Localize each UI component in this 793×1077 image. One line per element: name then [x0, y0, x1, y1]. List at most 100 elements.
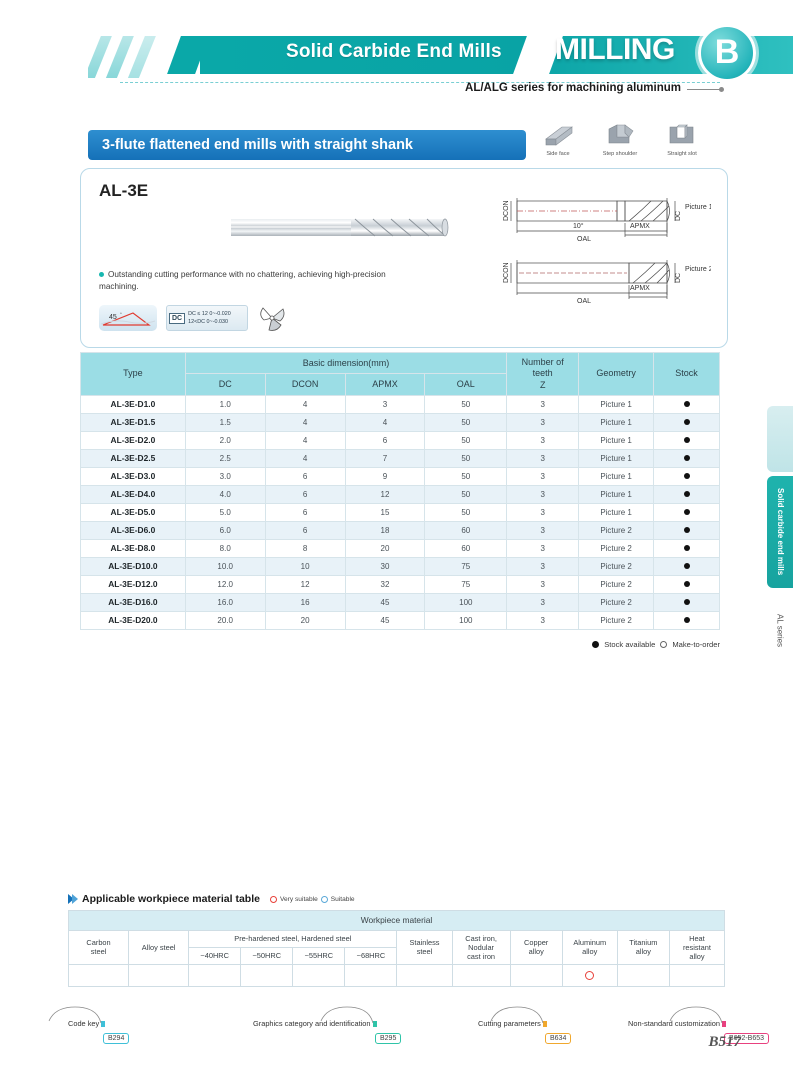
- svg-text:DCON: DCON: [503, 262, 510, 283]
- cell-dcon: 16: [264, 592, 346, 612]
- material-rating-cell: [240, 964, 294, 988]
- cell-type: AL-3E-D4.0: [80, 484, 186, 504]
- material-rating-cell: [188, 964, 242, 988]
- cell-stock: [653, 556, 720, 576]
- stock-available-dot-icon: [683, 544, 690, 551]
- product-feature-text: Outstanding cutting performance with no …: [99, 270, 386, 291]
- spec-table-head: Type Basic dimension(mm) Number of teeth…: [80, 351, 720, 396]
- side-face-label: Side face: [546, 151, 570, 157]
- cell-geometry: Picture 2: [578, 520, 655, 540]
- legend-filled-dot-icon: [592, 641, 600, 648]
- table-row: AL-3E-D6.0 6.0 6 18 60 3 Picture 2: [80, 520, 720, 540]
- material-col-50hrc: ~50HRC: [240, 946, 294, 966]
- teeth-l2: teeth: [532, 368, 553, 379]
- cell-apmx: 30: [344, 556, 426, 576]
- cell-dcon: 6: [264, 466, 346, 486]
- material-rating-cell: [668, 964, 726, 988]
- spec-header-row-2: DC DCON APMX OAL: [81, 373, 720, 396]
- cell-teeth: 3: [506, 556, 580, 576]
- col-apmx: APMX: [344, 373, 426, 396]
- stock-available-dot-icon: [683, 526, 690, 533]
- spec-badges: 45 ° DC DC ≤ 12 0~-0.020 12<DC 0~-0.030: [99, 304, 287, 332]
- footer-link-page-chip[interactable]: B295: [375, 1033, 402, 1044]
- cell-oal: 60: [424, 538, 508, 558]
- footer-link-marker-icon: [543, 1021, 547, 1027]
- footer-link-page-chip[interactable]: B652-B653: [724, 1033, 770, 1044]
- stock-available-dot-icon: [683, 454, 690, 461]
- material-rating-cell: [451, 964, 511, 988]
- footer-link-page-chip[interactable]: B634: [545, 1033, 572, 1044]
- table-row: AL-3E-D20.0 20.0 20 45 100 3 Picture 2: [80, 610, 720, 630]
- cell-apmx: 12: [344, 484, 426, 504]
- footer-link-marker-icon: [101, 1021, 105, 1027]
- col-stock: Stock: [653, 352, 720, 396]
- table-row: AL-3E-D12.0 12.0 12 32 75 3 Picture 2: [80, 574, 720, 594]
- cell-teeth: 3: [506, 502, 580, 522]
- cell-teeth: 3: [506, 466, 580, 486]
- specification-table: Type Basic dimension(mm) Number of teeth…: [80, 351, 720, 630]
- cell-dc: 6.0: [184, 520, 266, 540]
- legend-hollow-dot-icon: [660, 641, 668, 648]
- svg-text:OAL: OAL: [577, 298, 591, 305]
- material-table-title: Applicable workpiece material table: [82, 893, 260, 905]
- material-col-cast-iron: Cast iron, Nodular cast iron: [451, 929, 511, 966]
- cell-teeth: 3: [506, 484, 580, 504]
- material-col-copper-alloy: Copper alloy: [509, 929, 563, 966]
- cell-geometry: Picture 1: [578, 430, 655, 450]
- footer-link-label[interactable]: Code key: [68, 1019, 100, 1028]
- step-shoulder-icon: Step shoulder: [592, 122, 648, 157]
- cell-type: AL-3E-D12.0: [80, 574, 186, 594]
- col-dcon: DCON: [264, 373, 346, 396]
- helix-angle-badge: 45 °: [99, 305, 157, 331]
- cell-oal: 100: [424, 610, 508, 630]
- key-very-suitable-label: Very suitable: [279, 895, 318, 903]
- cell-apmx: 15: [344, 502, 426, 522]
- cell-type: AL-3E-D16.0: [80, 592, 186, 612]
- cell-type: AL-3E-D10.0: [80, 556, 186, 576]
- legend-make-to-order: Make-to-order: [672, 640, 720, 649]
- svg-text:APMX: APMX: [630, 223, 650, 230]
- cell-geometry: Picture 1: [578, 394, 655, 414]
- page-header: Solid Carbide End Mills MILLING B AL/ALG…: [0, 0, 793, 110]
- product-panel: AL-3E: [80, 168, 728, 348]
- cell-stock: [653, 520, 720, 540]
- sidebar-series-label: AL series: [775, 614, 785, 648]
- very-suitable-marker-icon: [585, 970, 595, 980]
- sidebar-tab-al-series[interactable]: AL series: [771, 596, 789, 666]
- cell-stock: [653, 448, 720, 468]
- cell-stock: [653, 502, 720, 522]
- material-rating-cell: [292, 964, 346, 988]
- sidebar-tab-solid-carbide-end-mills[interactable]: Solid carbide end mills: [767, 476, 793, 588]
- footer-link-label[interactable]: Non-standard customization: [628, 1019, 721, 1028]
- stock-available-dot-icon: [683, 418, 690, 425]
- cell-teeth: 3: [506, 520, 580, 540]
- stock-available-dot-icon: [683, 562, 690, 569]
- cell-dc: 2.0: [184, 430, 266, 450]
- cell-type: AL-3E-D6.0: [80, 520, 186, 540]
- stock-available-dot-icon: [683, 490, 690, 497]
- straight-slot-icon: Straight slot: [654, 122, 710, 157]
- footer-link-page-chip[interactable]: B294: [103, 1033, 130, 1044]
- material-rating-cell: [561, 964, 618, 988]
- header-band: [200, 36, 793, 74]
- material-rating-cell: [396, 964, 453, 988]
- suitable-icon: [320, 895, 328, 903]
- workpiece-material-table: Workpiece material Carbon steel Alloy ste…: [67, 910, 726, 988]
- cell-geometry: Picture 2: [578, 610, 655, 630]
- cell-type: AL-3E-D2.5: [80, 448, 186, 468]
- spec-table-body: AL-3E-D1.0 1.0 4 3 50 3 Picture 1 AL-3E-D1.5 1.5…: [80, 394, 720, 630]
- svg-text:45: 45: [109, 314, 117, 321]
- sidebar-tab-inactive[interactable]: [767, 406, 793, 472]
- cell-oal: 50: [424, 412, 508, 432]
- tolerance-line-2: 12<DC 0~-0.030: [188, 319, 228, 325]
- cell-dcon: 12: [264, 574, 346, 594]
- very-suitable-icon: [269, 895, 277, 903]
- footer-link-label[interactable]: Cutting parameters: [478, 1019, 541, 1028]
- footer-link-label[interactable]: Graphics category and identification: [253, 1019, 371, 1028]
- stock-available-dot-icon: [683, 400, 690, 407]
- footer-reference-links: Code key B294 Graphics category and identi…: [48, 1003, 770, 1049]
- material-rating-cell: [509, 964, 563, 988]
- footer-link-arc-icon: [669, 1006, 723, 1023]
- cell-geometry: Picture 1: [578, 412, 655, 432]
- cell-geometry: Picture 2: [578, 538, 655, 558]
